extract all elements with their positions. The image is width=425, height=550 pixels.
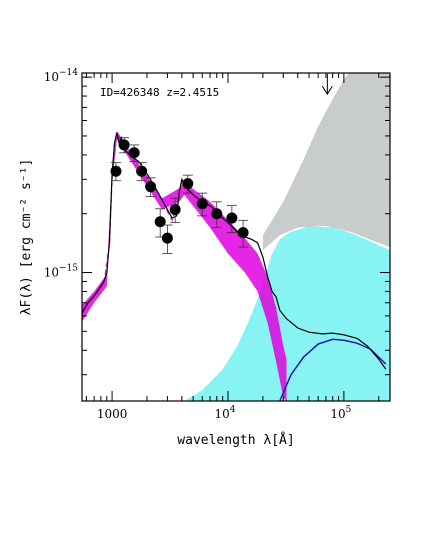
data-marker <box>237 227 249 239</box>
x-tick-label: 104 <box>214 405 235 421</box>
tick-label-exponent: −14 <box>59 68 78 78</box>
photometry-point <box>226 205 238 234</box>
data-marker <box>118 139 130 151</box>
tick-label-exponent: 5 <box>346 405 352 415</box>
upper-limit-head <box>321 85 333 96</box>
photometry-point <box>237 219 249 248</box>
data-marker <box>161 232 173 244</box>
data-marker <box>226 212 238 224</box>
photometry-point <box>154 208 166 238</box>
data-marker <box>128 147 140 159</box>
data-marker <box>211 208 223 220</box>
photometry-point <box>145 177 157 197</box>
grey-band <box>262 73 390 251</box>
data-marker <box>182 178 194 190</box>
tick-label-exponent: 4 <box>230 405 236 415</box>
x-axis-label: wavelength λ[Å] <box>177 432 294 448</box>
y-axis-label: λF(λ) [erg cm⁻² s⁻¹] <box>19 159 34 316</box>
total-model-line <box>82 132 387 370</box>
plot-frame <box>81 72 391 402</box>
model-bands <box>82 73 390 401</box>
agn-model-line <box>279 338 387 401</box>
photometry-points <box>110 74 333 254</box>
photometry-point <box>136 162 148 182</box>
data-marker <box>136 165 148 177</box>
photometry-point <box>169 197 181 224</box>
data-marker <box>169 204 181 216</box>
annotation-label: ID=426348 z=2.4515 <box>100 86 219 99</box>
photometry-point <box>161 224 173 254</box>
y-tick-label: 10−15 <box>44 264 79 280</box>
axis-ticks <box>82 73 390 401</box>
photometry-point <box>110 162 122 182</box>
data-marker <box>196 198 208 210</box>
photometry-point <box>182 174 194 194</box>
photometry-point <box>211 201 223 228</box>
upper-limit-arrow <box>321 74 333 96</box>
data-marker <box>110 165 122 177</box>
model-lines <box>82 132 387 401</box>
x-tick-label: 105 <box>330 405 351 421</box>
photometry-point <box>118 137 130 154</box>
tick-label-exponent: −15 <box>59 264 78 274</box>
photometry-point <box>128 144 140 162</box>
y-tick-label: 10−14 <box>44 68 79 84</box>
x-tick-label: 1000 <box>97 407 128 421</box>
cyan-band <box>184 226 390 401</box>
photometry-point <box>196 192 208 217</box>
data-marker <box>154 216 166 228</box>
data-marker <box>145 181 157 193</box>
